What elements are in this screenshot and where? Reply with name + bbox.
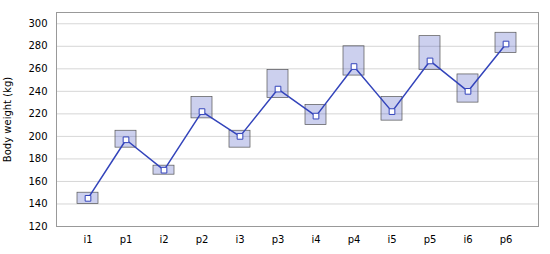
svg-text:140: 140 xyxy=(28,198,47,209)
svg-text:260: 260 xyxy=(28,63,47,74)
svg-text:i1: i1 xyxy=(83,234,92,245)
svg-text:p3: p3 xyxy=(272,234,285,245)
svg-text:i6: i6 xyxy=(463,234,472,245)
svg-text:p4: p4 xyxy=(348,234,361,245)
svg-text:280: 280 xyxy=(28,40,47,51)
svg-text:i3: i3 xyxy=(235,234,244,245)
svg-text:p6: p6 xyxy=(500,234,513,245)
svg-text:p2: p2 xyxy=(196,234,209,245)
svg-text:p5: p5 xyxy=(424,234,437,245)
svg-text:p1: p1 xyxy=(120,234,133,245)
svg-text:220: 220 xyxy=(28,108,47,119)
svg-text:240: 240 xyxy=(28,86,47,97)
svg-text:160: 160 xyxy=(28,176,47,187)
svg-text:i5: i5 xyxy=(387,234,396,245)
svg-text:120: 120 xyxy=(28,221,47,232)
svg-text:Body weight (kg): Body weight (kg) xyxy=(2,77,13,162)
svg-text:i2: i2 xyxy=(159,234,168,245)
svg-text:180: 180 xyxy=(28,153,47,164)
svg-text:i4: i4 xyxy=(311,234,320,245)
svg-text:200: 200 xyxy=(28,131,47,142)
svg-text:300: 300 xyxy=(28,18,47,29)
